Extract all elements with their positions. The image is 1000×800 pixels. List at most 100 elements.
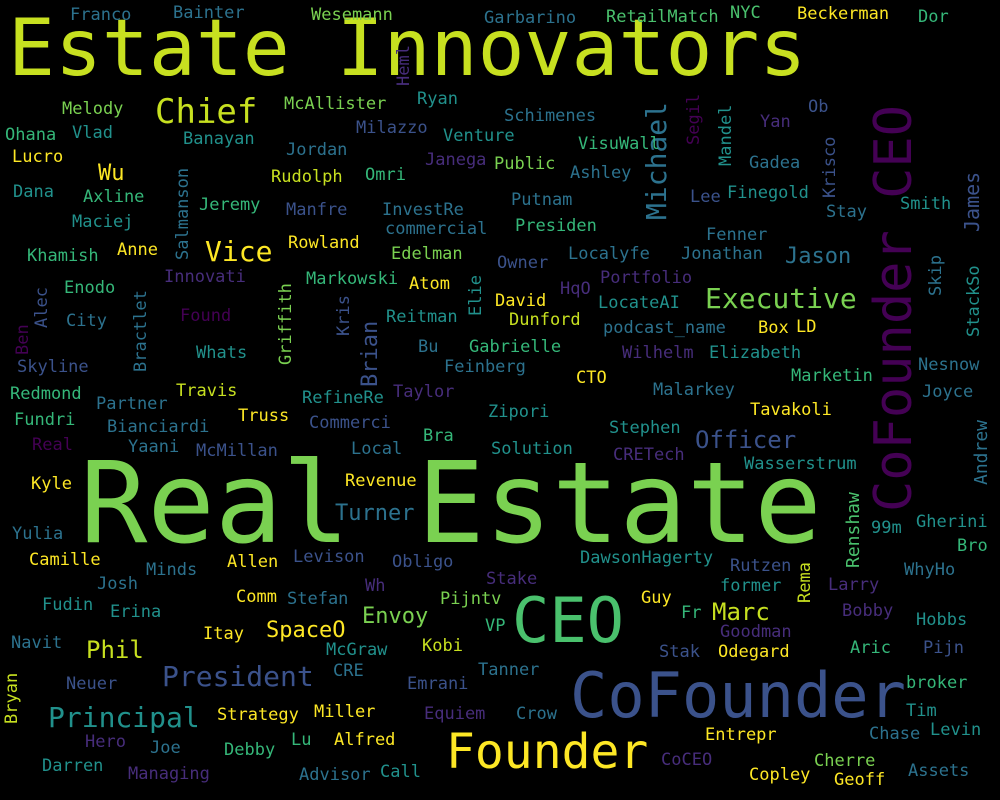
word-former: former (720, 576, 782, 596)
word-dana: Dana (13, 182, 54, 202)
word-wu: Wu (98, 161, 125, 186)
word-99m: 99m (871, 518, 902, 538)
word-joyce: Joyce (922, 382, 974, 402)
word-strategy: Strategy (217, 705, 299, 725)
word-ohana: Ohana (5, 125, 57, 145)
word-envoy: Envoy (362, 604, 429, 629)
word-skip: Skip (926, 255, 946, 296)
word-dawsonhagerty: DawsonHagerty (580, 548, 714, 568)
word-pijn: Pijn (923, 638, 964, 658)
word-cre: CRE (333, 661, 364, 681)
word-rudolph: Rudolph (271, 167, 343, 187)
word-navit: Navit (11, 633, 63, 653)
word-bryan: Bryan (2, 672, 22, 724)
word-hobbs: Hobbs (916, 610, 968, 630)
word-jonathan: Jonathan (681, 244, 763, 264)
word-mcmillan: McMillan (196, 441, 278, 461)
word-cofounder-ceo: CoFounder CEO (864, 105, 924, 512)
word-ryan: Ryan (417, 89, 458, 109)
word-bra: Bra (423, 426, 454, 446)
word-broker: broker (906, 673, 968, 693)
word-copley: Copley (749, 765, 811, 785)
word-emrani: Emrani (407, 674, 469, 694)
word-cofounder: CoFounder (570, 659, 906, 732)
word-solution: Solution (491, 439, 573, 459)
word-box: Box (758, 318, 789, 338)
word-wilhelm: Wilhelm (622, 343, 694, 363)
word-equiem: Equiem (424, 704, 486, 724)
word-locateai: LocateAI (598, 293, 680, 313)
word-redmond: Redmond (10, 384, 82, 404)
word-levin: Levin (930, 720, 982, 740)
word-marc: Marc (712, 598, 770, 626)
word-president: President (162, 660, 314, 693)
word-goodman: Goodman (720, 622, 792, 642)
word-jeremy: Jeremy (199, 195, 261, 215)
word-assets: Assets (908, 761, 970, 781)
word-edelman: Edelman (391, 244, 463, 264)
word-whats: Whats (196, 343, 248, 363)
word-skyline: Skyline (17, 357, 89, 377)
word-yulia: Yulia (12, 524, 64, 544)
word-jordan: Jordan (286, 140, 348, 160)
word-estate-innovators: Estate Innovators (8, 4, 807, 94)
word-smith: Smith (900, 194, 952, 214)
word-bu: Bu (418, 337, 439, 357)
word-vlad: Vlad (72, 123, 113, 143)
word-anne: Anne (117, 240, 158, 260)
word-melody: Melody (62, 99, 124, 119)
word-mandel: Mandel (716, 104, 736, 166)
word-manfre: Manfre (286, 200, 348, 220)
word-feinberg: Feinberg (444, 357, 526, 377)
word-geoff: Geoff (834, 770, 886, 790)
word-zipori: Zipori (488, 402, 550, 422)
word-joe: Joe (150, 738, 181, 758)
word-fenner: Fenner (706, 225, 768, 245)
word-localyfe: Localyfe (568, 244, 650, 264)
word-aric: Aric (850, 638, 891, 658)
word-josh: Josh (97, 574, 138, 594)
word-marketin: Marketin (791, 366, 873, 386)
word-markowski: Markowski (306, 269, 399, 289)
word-bractlet: Bractlet (131, 290, 151, 372)
word-local: Local (351, 439, 403, 459)
word-guy: Guy (641, 588, 672, 608)
word-real: Real (32, 435, 73, 455)
word-franco: Franco (70, 5, 132, 25)
word-camille: Camille (29, 550, 101, 570)
word-beckerman: Beckerman (797, 4, 890, 24)
word-darren: Darren (42, 756, 104, 776)
word-tanner: Tanner (478, 660, 540, 680)
word-mcallister: McAllister (284, 94, 387, 114)
word-taylor: Taylor (393, 382, 455, 402)
word-whyho: WhyHo (904, 560, 956, 580)
word-revenue: Revenue (345, 471, 417, 491)
word-garbarino: Garbarino (484, 8, 577, 28)
word-travis: Travis (176, 381, 238, 401)
word-ceo: CEO (512, 584, 624, 657)
word-alfred: Alfred (334, 730, 396, 750)
word-city: City (66, 311, 107, 331)
word-cherre: Cherre (814, 751, 876, 771)
word-levison: Levison (293, 547, 365, 567)
word-vp: VP (485, 616, 506, 636)
word-renshaw: Renshaw (843, 492, 864, 568)
word-miller: Miller (314, 702, 376, 722)
word-fundri: Fundri (14, 410, 76, 430)
word-axline: Axline (83, 187, 145, 207)
word-stay: Stay (826, 202, 867, 222)
word-yan: Yan (760, 112, 791, 132)
word-spaceo: SpaceO (266, 618, 346, 643)
word-maciej: Maciej (72, 212, 134, 232)
word-yaani: Yaani (128, 437, 180, 457)
word-neuer: Neuer (66, 674, 118, 694)
word-kobi: Kobi (422, 636, 463, 656)
word-milazzo: Milazzo (356, 118, 428, 138)
word-officer: Officer (695, 426, 797, 454)
word-stefan: Stefan (287, 589, 349, 609)
word-mcgraw: McGraw (326, 640, 388, 660)
word-jason: Jason (785, 244, 852, 269)
word-ben: Ben (13, 324, 33, 355)
word-itay: Itay (203, 624, 244, 644)
word-finegold: Finegold (727, 183, 809, 203)
